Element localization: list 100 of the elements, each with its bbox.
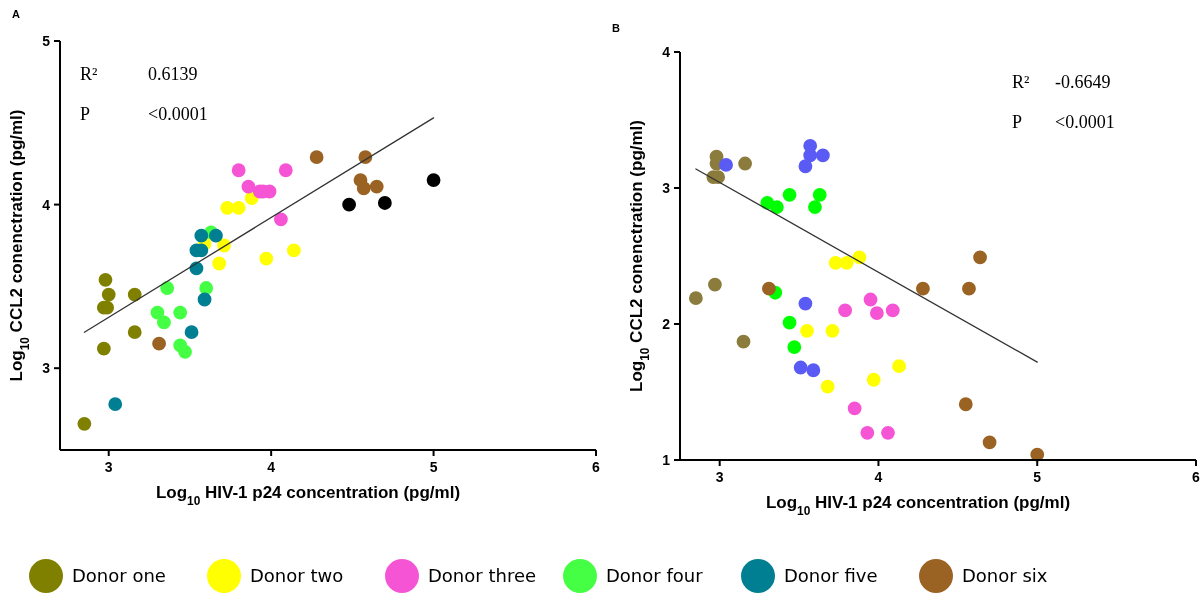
point	[178, 344, 192, 359]
point	[782, 315, 797, 330]
y-tick-label: 3	[662, 180, 671, 196]
point	[962, 281, 976, 296]
point	[869, 306, 884, 321]
point	[286, 243, 301, 258]
point	[220, 200, 235, 215]
annotation: <0.0001	[148, 104, 208, 124]
point	[173, 305, 188, 320]
point	[278, 163, 293, 178]
point	[209, 228, 223, 243]
annotation: P	[1012, 112, 1023, 132]
legend-label: Donor six	[962, 565, 1048, 586]
legend-label: Donor three	[428, 565, 537, 586]
point	[892, 359, 907, 374]
point	[866, 372, 881, 387]
point	[798, 159, 813, 174]
annotation: -0.6649	[1055, 72, 1111, 92]
x-tick-label: 3	[715, 469, 724, 485]
x-tick-label: 4	[874, 469, 883, 485]
x-tick-label: 4	[267, 459, 276, 475]
point	[108, 397, 123, 412]
y-tick-label: 2	[662, 316, 671, 332]
point	[184, 325, 199, 340]
point	[199, 281, 214, 295]
x-axis-title: Log$_{10}$ HIV-1 p24 concentration (pg/ml)	[765, 493, 1071, 518]
point	[708, 277, 722, 292]
annotation: P	[80, 104, 91, 124]
y-tick-label: 3	[42, 360, 51, 377]
point	[377, 196, 392, 210]
point	[738, 156, 753, 171]
point	[127, 325, 142, 340]
point	[356, 181, 371, 196]
point	[688, 291, 703, 306]
point	[782, 187, 797, 202]
point	[160, 281, 175, 295]
point	[342, 197, 357, 212]
point	[150, 305, 165, 320]
point	[736, 334, 751, 349]
point	[916, 281, 930, 296]
point	[798, 296, 813, 311]
y-tick-label: 5	[42, 33, 51, 49]
point	[787, 340, 802, 355]
chart-title: B	[612, 22, 620, 34]
x-axis-title: Log$_{10}$ HIV-1 p24 concentration (pg/ml)	[155, 483, 461, 508]
point	[958, 397, 973, 412]
point	[812, 187, 827, 202]
point	[157, 315, 171, 330]
point	[426, 173, 441, 187]
point	[847, 401, 862, 416]
x-tick-label: 5	[1033, 469, 1042, 485]
legend-label: Donor five	[784, 565, 878, 586]
point	[98, 272, 113, 287]
point	[860, 425, 875, 440]
annotation: R²	[80, 64, 98, 84]
point	[241, 179, 256, 194]
point	[273, 212, 288, 227]
point	[803, 148, 818, 163]
point	[719, 157, 733, 172]
point	[77, 416, 92, 431]
point	[259, 251, 274, 266]
point	[838, 303, 853, 318]
point	[762, 281, 776, 296]
point	[127, 287, 142, 302]
point	[839, 255, 854, 270]
point	[800, 323, 814, 338]
chart-title: A	[12, 8, 20, 20]
point	[982, 435, 997, 450]
point	[825, 323, 840, 338]
point	[881, 425, 895, 440]
point	[231, 200, 246, 215]
point	[769, 200, 784, 214]
point	[212, 256, 227, 271]
y-tick-label: 4	[42, 196, 51, 213]
point	[197, 292, 212, 307]
x-tick-label: 5	[429, 459, 438, 475]
y-tick-label: 1	[662, 452, 671, 468]
point	[973, 250, 987, 265]
x-tick-label: 6	[592, 459, 601, 475]
point	[231, 163, 246, 178]
x-tick-label: 3	[104, 459, 113, 475]
annotation: 0.6139	[148, 64, 198, 84]
point	[96, 341, 111, 356]
legend-label: Donor four	[606, 565, 704, 586]
point	[885, 303, 900, 318]
point	[309, 150, 324, 165]
legend-label: Donor two	[250, 565, 344, 586]
annotation: R²	[1012, 72, 1030, 92]
point	[101, 287, 116, 302]
point	[369, 179, 384, 194]
point	[808, 200, 822, 214]
point	[806, 363, 821, 378]
x-tick-label: 6	[1192, 469, 1201, 485]
y-tick-label: 4	[662, 44, 671, 60]
point	[820, 379, 835, 394]
point	[793, 360, 808, 375]
legend-label: Donor one	[72, 565, 166, 586]
point	[815, 148, 830, 163]
point	[152, 336, 166, 351]
annotation: <0.0001	[1055, 112, 1115, 132]
